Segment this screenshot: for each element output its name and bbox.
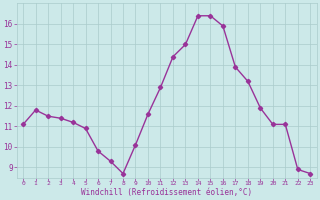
X-axis label: Windchill (Refroidissement éolien,°C): Windchill (Refroidissement éolien,°C) [81,188,252,197]
